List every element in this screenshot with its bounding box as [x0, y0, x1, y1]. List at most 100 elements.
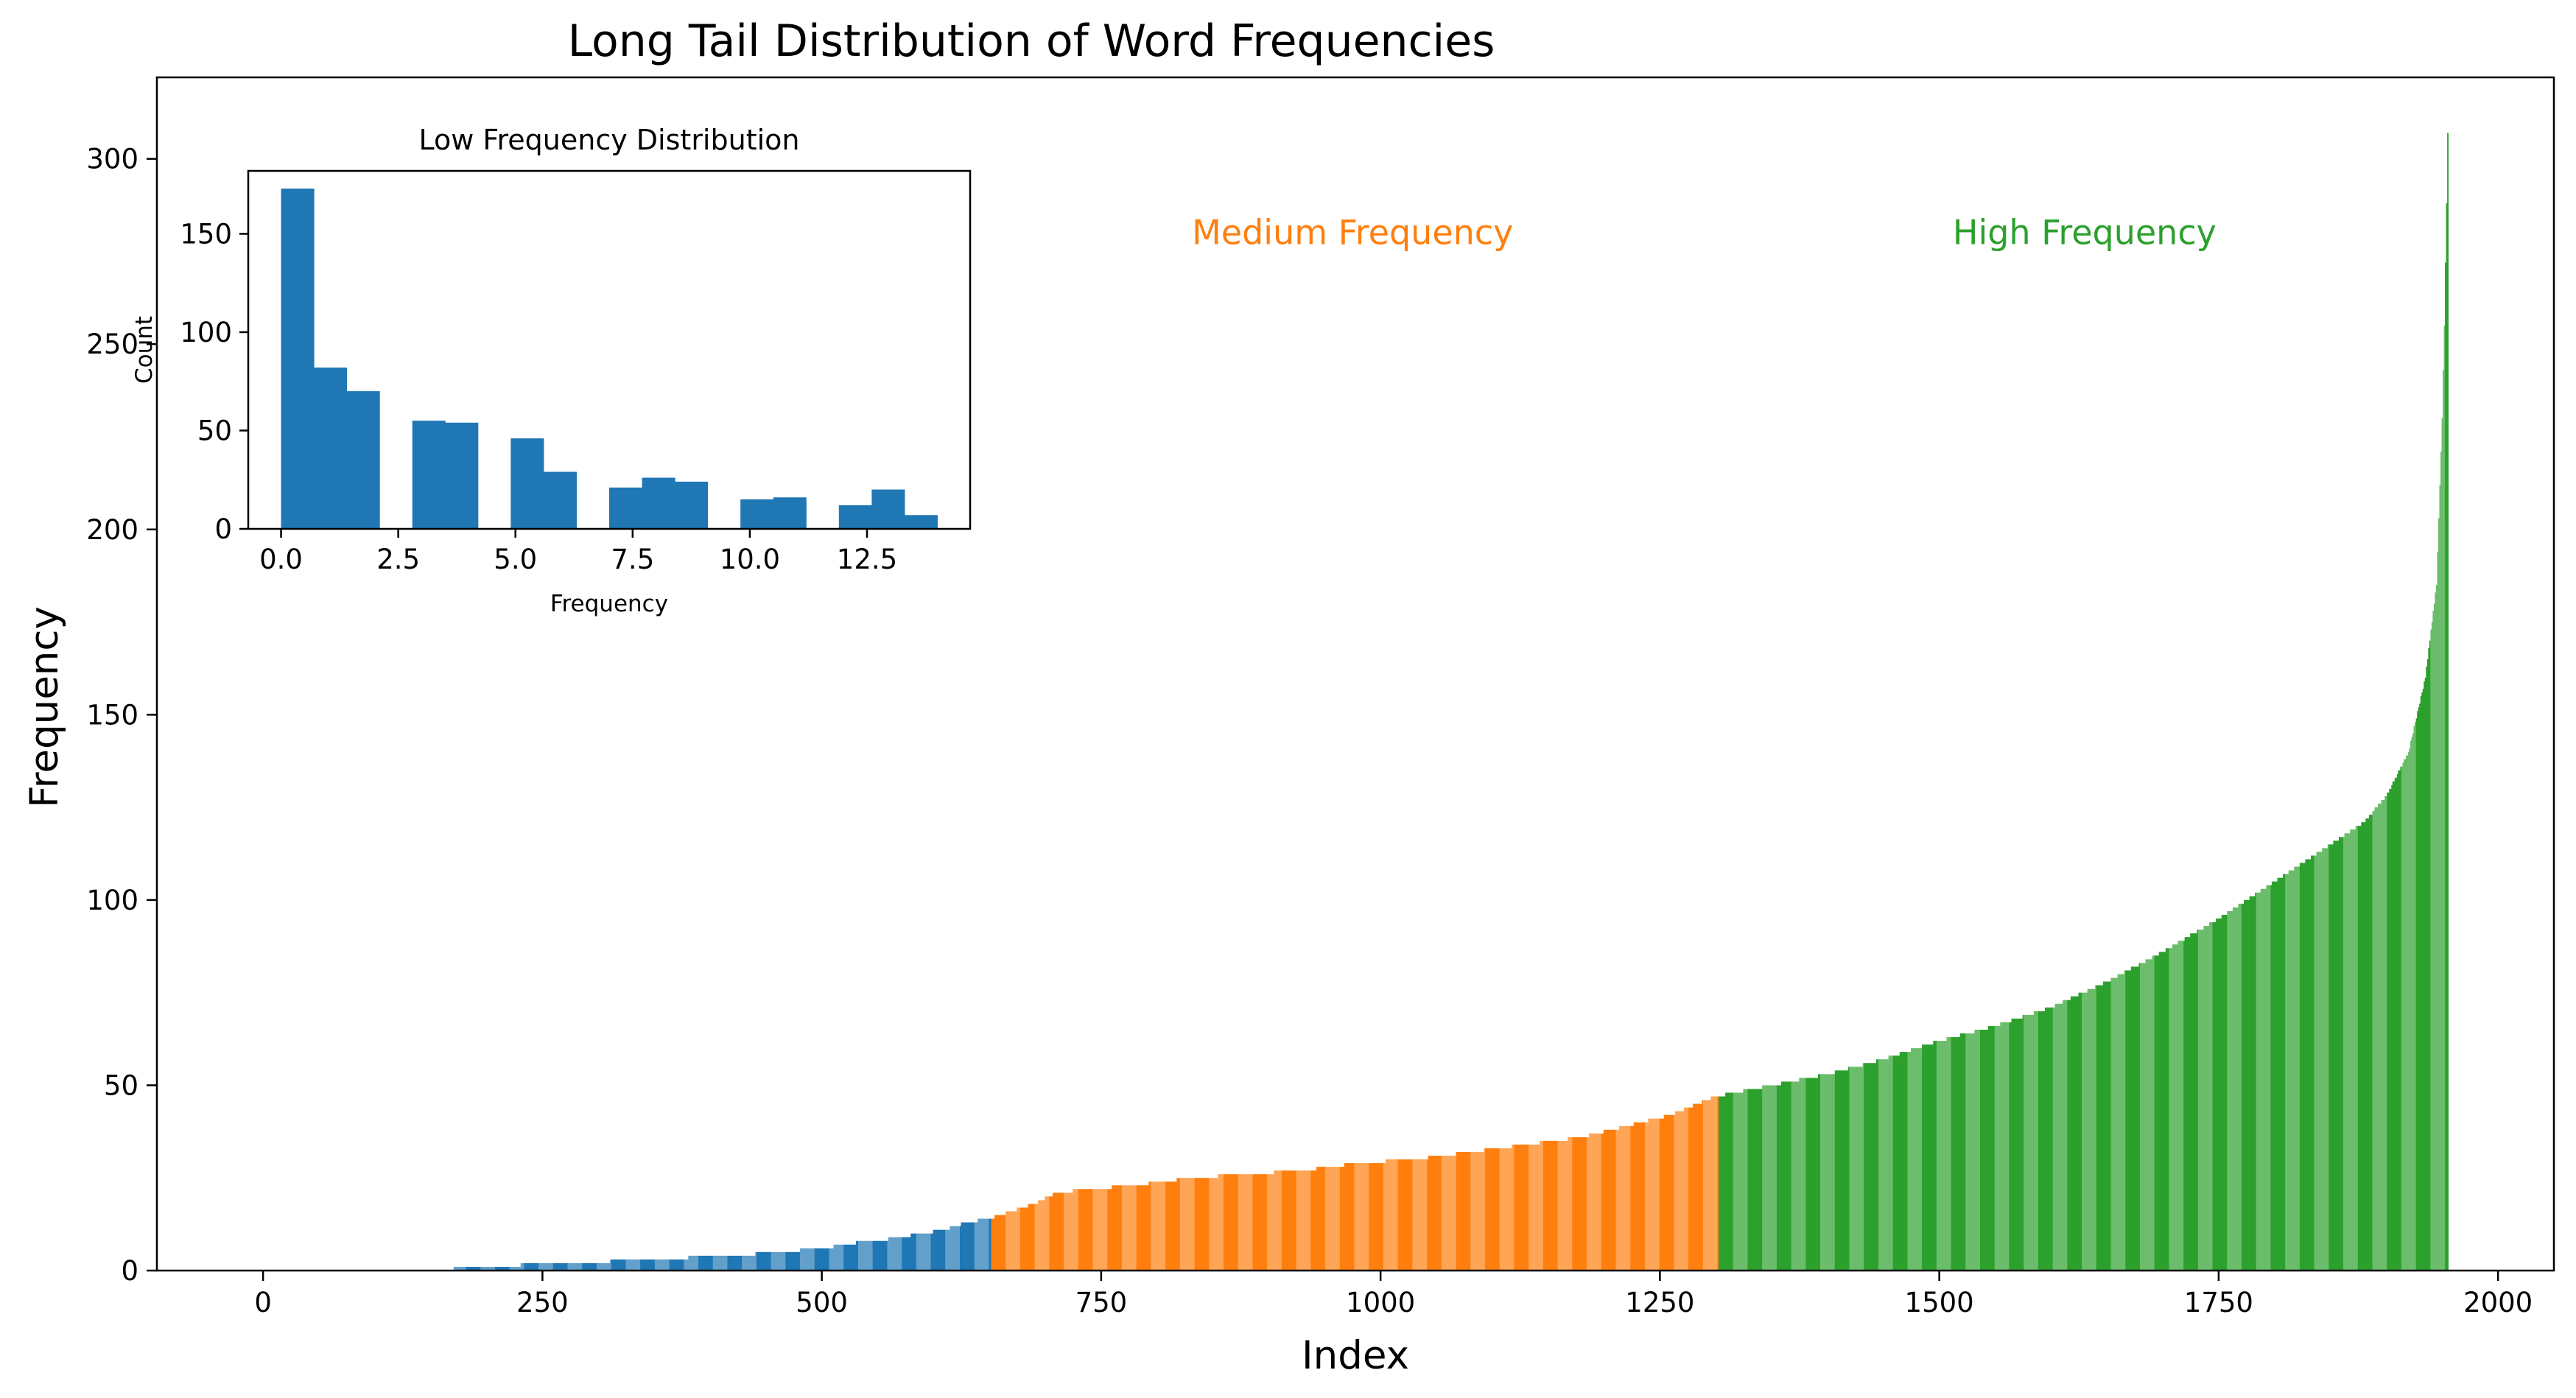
bar-index-1331	[1749, 1089, 1752, 1271]
x-tick-label-1000: 1000	[1346, 1287, 1415, 1318]
bar-index-739	[1088, 1189, 1090, 1271]
bar-index-1855	[2335, 840, 2337, 1271]
bar-index-650	[989, 1218, 991, 1271]
bar-index-1821	[2297, 866, 2299, 1271]
bar-index-241	[531, 1262, 533, 1271]
bar-index-399	[708, 1255, 710, 1271]
bar-index-1206	[1610, 1129, 1612, 1271]
bar-index-1123	[1517, 1144, 1519, 1271]
bar-index-470	[787, 1251, 790, 1271]
bar-index-1801	[2275, 881, 2277, 1271]
bar-index-276	[571, 1262, 572, 1271]
bar-index-183	[466, 1266, 468, 1271]
bar-index-1138	[1534, 1144, 1536, 1271]
bar-index-765	[1117, 1185, 1119, 1271]
bar-index-1612	[2063, 1000, 2066, 1271]
bar-index-437	[751, 1255, 753, 1271]
bar-index-689	[1032, 1204, 1034, 1271]
bar-index-1863	[2344, 833, 2346, 1271]
bar-index-1565	[2011, 1018, 2013, 1271]
bar-index-658	[997, 1215, 1000, 1271]
bar-index-361	[666, 1259, 667, 1271]
bar-index-1012	[1393, 1159, 1395, 1271]
bar-index-936	[1308, 1170, 1310, 1271]
bar-index-1221	[1626, 1125, 1629, 1271]
bar-index-1498	[1936, 1041, 1938, 1271]
bar-index-1907	[2393, 781, 2396, 1271]
bar-index-1675	[2134, 966, 2136, 1271]
bar-index-1862	[2343, 837, 2345, 1271]
bar-index-1166	[1565, 1140, 1568, 1271]
bar-index-1191	[1593, 1133, 1595, 1271]
hist-bin-10	[609, 487, 643, 529]
bar-index-301	[598, 1262, 600, 1271]
bar-index-813	[1171, 1181, 1173, 1271]
bar-index-462	[779, 1251, 781, 1271]
bar-index-464	[781, 1251, 783, 1271]
bar-index-461	[777, 1251, 779, 1271]
bar-index-1776	[2247, 899, 2249, 1271]
bar-index-1812	[2287, 874, 2289, 1271]
bar-index-538	[863, 1240, 866, 1271]
bar-index-398	[707, 1255, 709, 1271]
bar-index-966	[1341, 1167, 1344, 1271]
bar-index-1511	[1951, 1037, 1953, 1271]
bar-index-1236	[1643, 1122, 1646, 1271]
bar-index-1161	[1559, 1140, 1562, 1271]
bar-index-1730	[2195, 933, 2197, 1271]
bar-index-783	[1137, 1185, 1140, 1271]
bar-index-751	[1101, 1189, 1103, 1271]
bar-index-340	[642, 1259, 645, 1271]
bar-index-784	[1138, 1185, 1140, 1271]
bar-index-1071	[1459, 1152, 1461, 1271]
bar-index-1943	[2433, 603, 2435, 1271]
bar-index-1108	[1501, 1148, 1503, 1271]
bar-index-1657	[2114, 977, 2116, 1271]
bar-index-636	[973, 1222, 975, 1271]
bar-index-1192	[1594, 1133, 1596, 1271]
bar-index-1847	[2326, 848, 2328, 1271]
bar-index-1247	[1656, 1118, 1657, 1271]
bar-index-1819	[2295, 866, 2297, 1271]
bar-index-314	[613, 1259, 615, 1271]
bar-index-1202	[1605, 1129, 1607, 1271]
bar-index-615	[950, 1226, 952, 1271]
bar-index-1650	[2106, 981, 2108, 1271]
bar-index-454	[770, 1251, 771, 1271]
bar-index-1750	[2218, 918, 2220, 1271]
bar-index-630	[966, 1222, 968, 1271]
bar-index-1280	[1693, 1103, 1695, 1271]
bar-index-560	[888, 1237, 890, 1271]
bar-index-1402	[1829, 1074, 1831, 1271]
bar-index-812	[1170, 1181, 1172, 1271]
bar-index-305	[603, 1262, 605, 1271]
bar-index-1391	[1817, 1078, 1819, 1271]
bar-index-1396	[1822, 1074, 1824, 1271]
bar-index-1127	[1522, 1144, 1523, 1271]
bar-index-1715	[2179, 941, 2180, 1271]
bar-index-1293	[1707, 1100, 1709, 1271]
bar-index-731	[1079, 1189, 1081, 1271]
bar-index-263	[556, 1262, 558, 1271]
bar-index-651	[989, 1218, 992, 1271]
bar-index-595	[927, 1233, 929, 1271]
bar-index-1815	[2290, 870, 2292, 1271]
bar-index-1475	[1910, 1048, 1912, 1271]
bar-index-660	[1000, 1215, 1002, 1271]
bar-index-1556	[2001, 1022, 2003, 1271]
bar-index-1495	[1933, 1041, 1935, 1271]
bar-index-1372	[1795, 1081, 1797, 1271]
bar-index-1002	[1382, 1163, 1384, 1271]
bar-index-1089	[1479, 1152, 1481, 1271]
bar-index-1682	[2141, 963, 2144, 1271]
bar-index-318	[617, 1259, 620, 1271]
bar-index-212	[499, 1266, 501, 1271]
bar-index-1594	[2043, 1011, 2046, 1271]
bar-index-1083	[1473, 1152, 1475, 1271]
bar-index-489	[809, 1248, 811, 1271]
bar-index-1746	[2214, 922, 2215, 1271]
bar-index-1554	[1998, 1025, 2001, 1271]
bar-index-1549	[1993, 1025, 1996, 1271]
x-tick-label-1500: 1500	[1905, 1287, 1974, 1318]
bar-index-1825	[2301, 863, 2303, 1271]
